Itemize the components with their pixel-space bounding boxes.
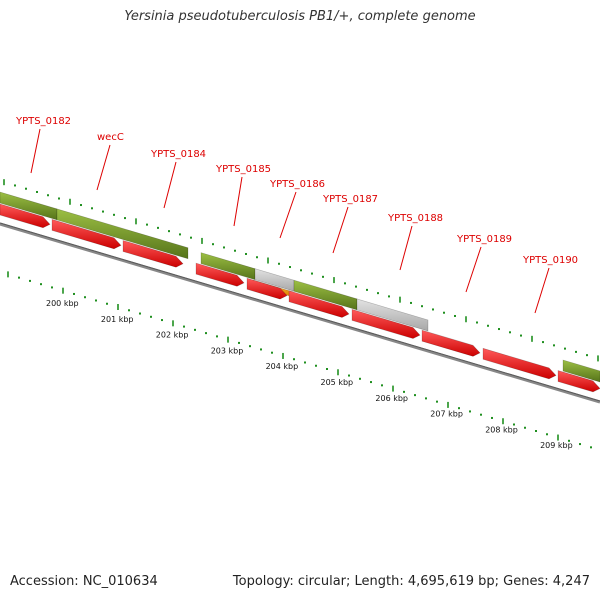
cds-reverse (0, 203, 51, 229)
kbp-label: 200 kbp (46, 299, 79, 308)
kbp-label: 203 kbp (211, 346, 244, 355)
kbp-label: 201 kbp (101, 315, 134, 324)
gene-leader-line (163, 161, 177, 209)
cds-reverse (246, 277, 288, 300)
cds-forward (562, 359, 600, 383)
feature-tracks (0, 191, 600, 393)
cds-reverse (351, 309, 421, 339)
pseudo-gene (356, 298, 429, 332)
gene-labels: YPTS_0182 wecC YPTS_0184 YPTS_0185 YPTS_0186… (15, 116, 578, 314)
kbp-label: 208 kbp (485, 425, 518, 434)
cds-reverse (557, 370, 600, 393)
gene-leader-line (30, 128, 41, 174)
kbp-label: 202 kbp (156, 331, 189, 340)
gene-label: YPTS_0188 (387, 213, 443, 224)
kbp-label: 204 kbp (266, 362, 299, 371)
backbone-line (0, 222, 600, 404)
gene-label: YPTS_0184 (150, 149, 206, 160)
gene-label: YPTS_0187 (322, 194, 378, 205)
gene-leader-line (279, 191, 297, 239)
cds-reverse (51, 219, 122, 250)
cds-forward (56, 208, 189, 260)
gene-leader-line (96, 144, 111, 191)
cds-reverse (122, 240, 184, 268)
backbone-line (0, 222, 600, 402)
genome-summary: Topology: circular; Length: 4,695,619 bp… (232, 574, 590, 589)
gene-leader-line (399, 225, 413, 271)
gene-leader-line (332, 206, 349, 254)
gene-label: YPTS_0186 (269, 179, 325, 190)
gene-label: YPTS_0189 (456, 234, 512, 245)
cds-reverse (482, 347, 557, 380)
gene-leader-line (534, 267, 550, 314)
gene-leader-line (233, 176, 243, 227)
kbp-label: 207 kbp (430, 410, 463, 419)
kbp-scale: 200 kbp 201 kbp 202 kbp 203 kbp 204 kbp 205 k… (46, 299, 573, 450)
kbp-label: 206 kbp (375, 394, 408, 403)
gene-leader-line (465, 246, 482, 293)
tick-marks (3, 179, 599, 449)
backbone (0, 222, 600, 404)
gene-label: wecC (97, 132, 124, 143)
map-title: Yersinia pseudotuberculosis PB1/+, compl… (124, 9, 476, 24)
gene-label: YPTS_0182 (15, 116, 71, 127)
kbp-label: 209 kbp (540, 441, 573, 450)
kbp-label: 205 kbp (321, 378, 354, 387)
cds-reverse (421, 329, 481, 357)
cds-reverse (195, 262, 245, 287)
accession-text: Accession: NC_010634 (10, 574, 158, 589)
gene-label: YPTS_0190 (522, 255, 578, 266)
gene-label: YPTS_0185 (215, 164, 271, 175)
cds-reverse (288, 290, 350, 318)
